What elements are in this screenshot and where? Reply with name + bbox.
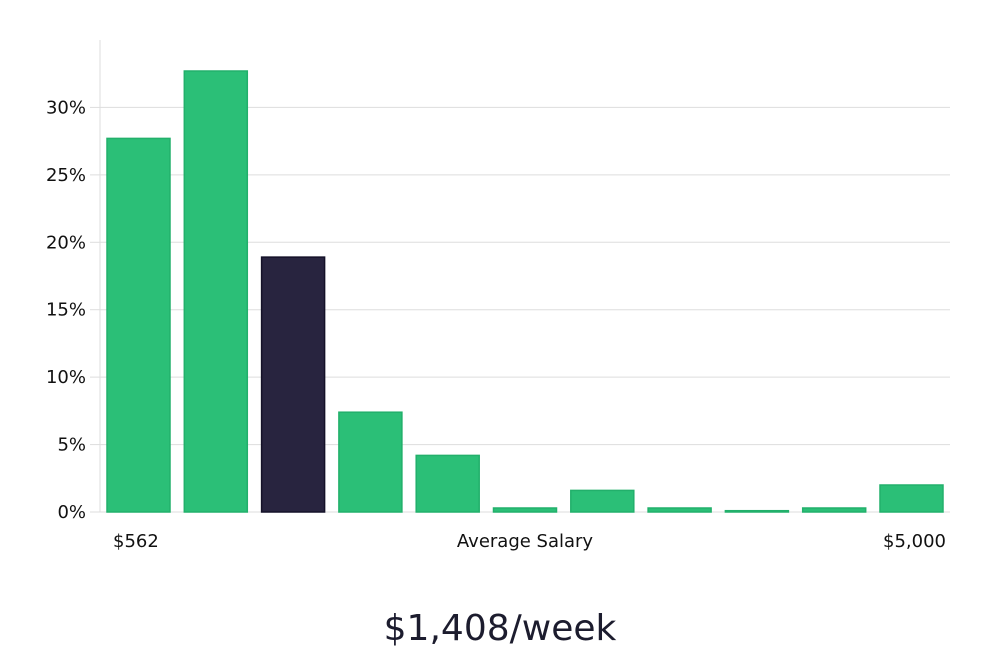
x-axis-title: Average Salary (457, 531, 594, 552)
x-start-label: $562 (113, 531, 159, 552)
y-tick-label: 5% (57, 435, 86, 456)
salary-histogram: 0%5%10%15%20%25%30% $562 Average Salary … (46, 40, 950, 552)
y-tick-label: 25% (46, 165, 86, 186)
bar (338, 411, 403, 513)
y-tick-labels: 0% 5% 10% 15% 20% 25% 30% (46, 97, 86, 523)
average-salary-headline: $1,408/week (383, 608, 617, 649)
bar (415, 454, 480, 513)
bar (801, 507, 867, 513)
y-tick-label: 0% (57, 502, 86, 523)
y-tick-label: 10% (46, 367, 86, 388)
x-end-label: $5,000 (883, 531, 946, 552)
bar (647, 507, 712, 513)
bar (879, 484, 944, 513)
bar-highlighted (260, 256, 326, 513)
bar (492, 507, 558, 513)
bar (106, 137, 171, 513)
bar (570, 489, 635, 513)
y-tick-label: 30% (46, 97, 86, 118)
y-tick-label: 15% (46, 300, 86, 321)
bar (724, 509, 790, 513)
bars (106, 70, 944, 513)
bar (183, 70, 249, 513)
y-tick-label: 20% (46, 232, 86, 253)
